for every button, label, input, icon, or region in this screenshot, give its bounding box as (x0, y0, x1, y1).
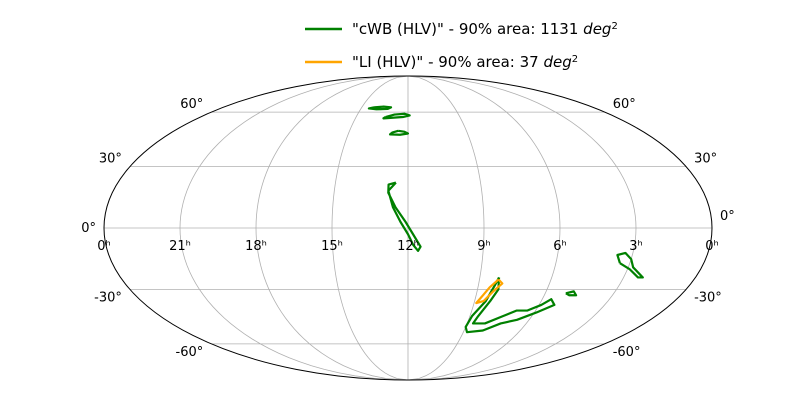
contour-series-0-5 (616, 251, 644, 279)
grid-meridian (407, 75, 561, 381)
x-tick-label: 15ʰ (321, 239, 343, 254)
grid-meridian (407, 75, 485, 381)
y-tick-label-left: 60° (180, 97, 203, 112)
x-tick-label: 18ʰ (245, 239, 267, 254)
contour-series-0-1 (382, 112, 411, 120)
map-boundary (103, 75, 713, 381)
grid-meridian (331, 75, 409, 381)
x-tick-label: 12ʰ (397, 239, 419, 254)
x-tick-label: 0ʰ (97, 239, 111, 254)
y-tick-label-right: 30° (694, 152, 717, 167)
grid-meridian (179, 75, 409, 381)
y-tick-label-right: 60° (613, 97, 636, 112)
x-tick-label: 3ʰ (629, 239, 643, 254)
contour-series-0-6 (565, 290, 578, 297)
contour-layer (367, 105, 644, 334)
y-tick-label-left: -30° (94, 290, 122, 305)
y-tick-label-right: -30° (694, 290, 722, 305)
x-tick-label: 0ʰ (705, 239, 719, 254)
contour-series-0-3 (387, 181, 422, 252)
grid-meridian (407, 75, 637, 381)
y-tick-label-left: 30° (99, 152, 122, 167)
contour-series-0-4 (464, 276, 556, 334)
x-tick-label: 21ʰ (169, 239, 191, 254)
y-tick-label-right: 0° (720, 209, 735, 224)
grid-meridian (255, 75, 409, 381)
y-tick-label-right: -60° (613, 345, 641, 360)
y-tick-label-left: 0° (81, 221, 96, 236)
contour-series-1-0 (475, 278, 504, 305)
legend-label-li: "LI (HLV)" - 90% area: 37 deg2 (352, 53, 578, 71)
contour-series-0-2 (388, 129, 410, 136)
legend-label-cwb: "cWB (HLV)" - 90% area: 1131 deg2 (352, 20, 618, 38)
x-tick-label: 6ʰ (553, 239, 567, 254)
y-tick-label-left: -60° (176, 345, 204, 360)
tick-labels: 0ʰ 21ʰ 18ʰ 15ʰ 12ʰ 9ʰ 6ʰ 3ʰ 0ʰ 60° 30° 0° -30° -60° 60… (81, 97, 735, 360)
contour-series-0-0 (367, 105, 393, 111)
x-tick-label: 9ʰ (477, 239, 491, 254)
legend: "cWB (HLV)" - 90% area: 1131 deg2 "LI (H… (305, 20, 618, 71)
